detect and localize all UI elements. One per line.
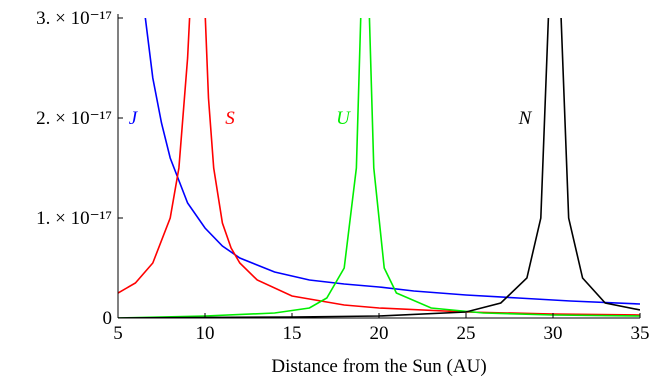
y-tick-label: 2. × 10⁻¹⁷	[36, 108, 112, 129]
series-label: J	[129, 108, 139, 129]
x-tick-label: 20	[370, 323, 389, 344]
x-tick-label: 35	[631, 323, 650, 344]
x-tick-label: 10	[196, 323, 215, 344]
series-label: N	[518, 108, 533, 129]
x-tick-label: 15	[283, 323, 302, 344]
series-line	[144, 18, 640, 305]
x-tick-label: 5	[113, 323, 123, 344]
x-axis-label: Distance from the Sun (AU)	[271, 356, 486, 377]
x-tick-label: 30	[544, 323, 563, 344]
series-label: U	[336, 108, 351, 129]
y-tick-label: 0	[103, 308, 113, 329]
series-line	[118, 18, 640, 318]
y-tick-label: 1. × 10⁻¹⁷	[36, 208, 112, 229]
series-line	[118, 18, 640, 318]
y-tick-label: 3. × 10⁻¹⁷	[36, 8, 112, 29]
series-label: S	[225, 108, 235, 129]
x-tick-label: 25	[457, 323, 476, 344]
plot-area	[118, 18, 640, 318]
